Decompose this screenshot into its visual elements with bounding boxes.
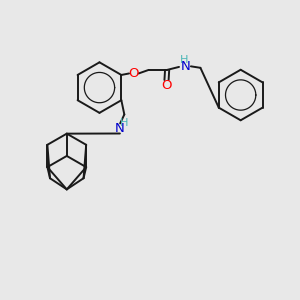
Text: N: N [181, 60, 190, 73]
Text: O: O [129, 67, 139, 80]
Text: H: H [120, 118, 129, 128]
Text: H: H [180, 55, 188, 65]
Text: N: N [115, 122, 125, 135]
Text: O: O [161, 79, 172, 92]
